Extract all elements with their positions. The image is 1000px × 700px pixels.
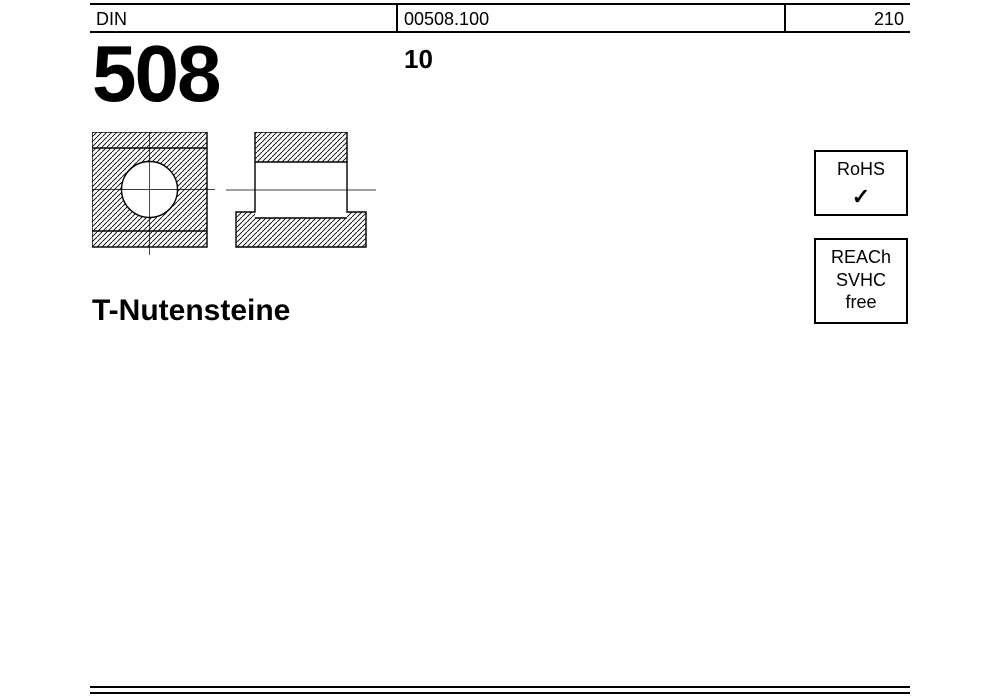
product-name: T-Nutensteine <box>92 294 290 328</box>
standard-number: 508 <box>92 34 219 114</box>
header-code: 00508.100 <box>398 5 786 31</box>
reach-line3: free <box>820 291 902 314</box>
rohs-badge: RoHS ✓ <box>814 150 908 216</box>
reach-line2: SVHC <box>820 269 902 292</box>
rohs-label: RoHS <box>820 158 902 181</box>
bottom-rule <box>90 686 910 694</box>
reach-line1: REACh <box>820 246 902 269</box>
technical-drawing <box>92 132 392 287</box>
drawing-svg <box>92 132 392 282</box>
reach-badge: REACh SVHC free <box>814 238 908 324</box>
property-class: 10 <box>404 44 433 75</box>
header-page: 210 <box>786 5 910 31</box>
header-standard: DIN <box>90 5 398 31</box>
check-icon: ✓ <box>820 183 902 211</box>
